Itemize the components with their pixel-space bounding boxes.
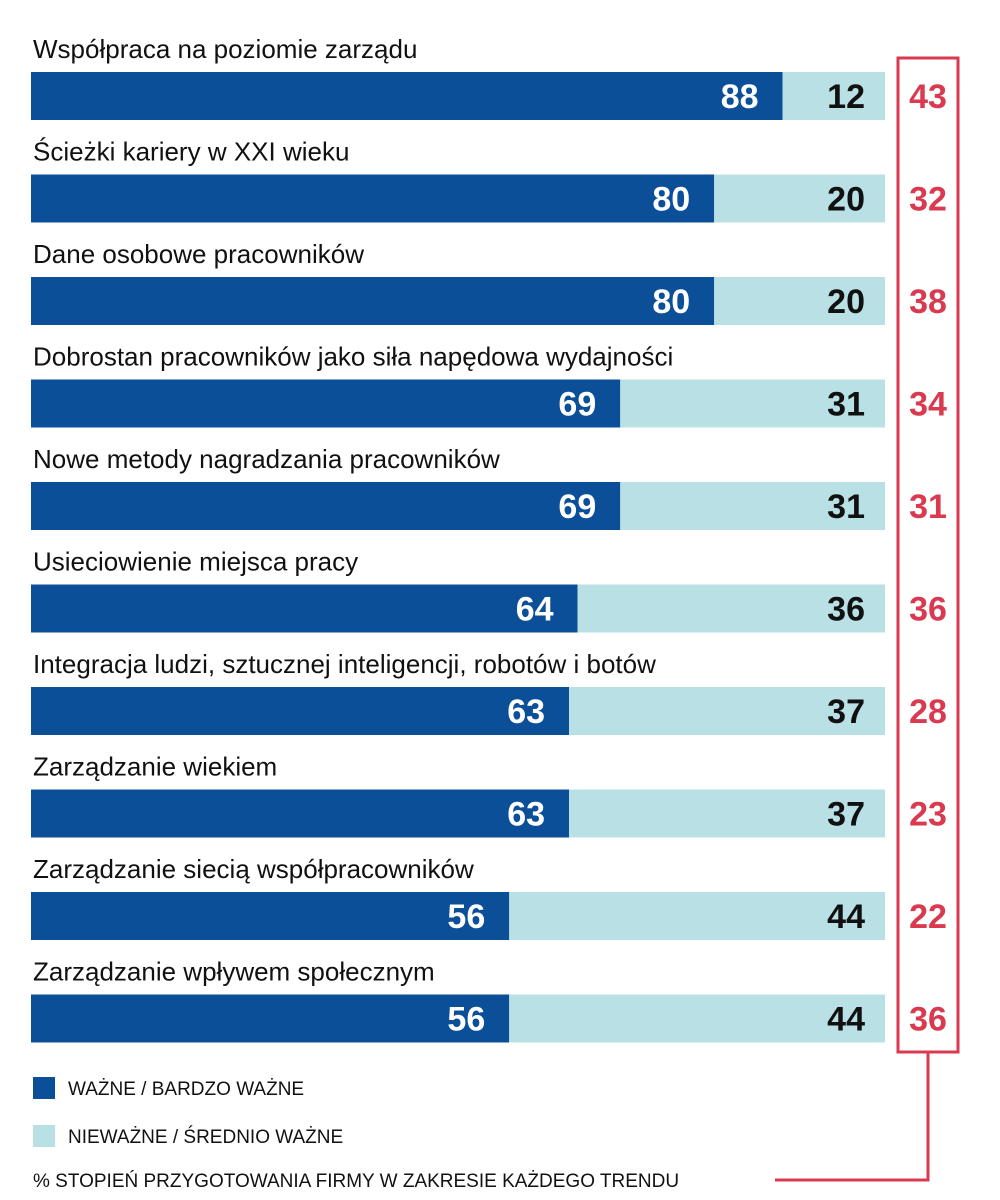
value-label: 56 — [447, 898, 485, 936]
category-label: Zarządzanie siecią współpracowników — [33, 854, 474, 884]
value-label: 80 — [652, 181, 690, 219]
value-label: 37 — [827, 693, 865, 731]
bar-segment — [620, 482, 885, 530]
value-label: 20 — [827, 283, 865, 321]
value-label: 20 — [827, 181, 865, 219]
value-label: 12 — [827, 78, 865, 116]
readiness-value: 22 — [909, 898, 947, 936]
bar-segment — [31, 687, 570, 735]
readiness-value: 28 — [909, 693, 947, 731]
bar-segment — [31, 379, 621, 428]
bar-segment — [31, 584, 578, 633]
category-label: Dobrostan pracowników jako siła napędowa… — [33, 342, 673, 372]
bar-segment — [31, 482, 621, 530]
readiness-connector — [775, 1052, 930, 1182]
bar-segment — [569, 687, 885, 735]
value-label: 63 — [507, 796, 545, 834]
legend-swatch — [33, 1125, 55, 1147]
bar-segment — [714, 277, 885, 325]
value-label: 80 — [652, 283, 690, 321]
category-label: Dane osobowe pracowników — [33, 239, 364, 269]
value-label: 63 — [507, 693, 545, 731]
bar-segment — [31, 174, 715, 223]
bar-segment — [31, 72, 783, 120]
readiness-value: 31 — [909, 488, 947, 526]
bar-segment — [782, 72, 885, 120]
category-label: Nowe metody nagradzania pracowników — [33, 444, 500, 474]
legend-swatch — [33, 1077, 55, 1099]
readiness-value: 38 — [909, 283, 947, 321]
value-label: 88 — [721, 78, 759, 116]
category-label: Integracja ludzi, sztucznej inteligencji… — [33, 649, 656, 679]
bar-segment — [569, 789, 885, 838]
readiness-value: 36 — [909, 591, 947, 629]
legend-label: % STOPIEŃ PRZYGOTOWANIA FIRMY W ZAKRESIE… — [33, 1171, 679, 1192]
bar-segment — [509, 994, 885, 1043]
category-label: Ścieżki kariery w XXI wieku — [33, 137, 349, 167]
category-label: Zarządzanie wiekiem — [33, 752, 277, 782]
bar-segment — [31, 789, 570, 838]
bar-segment — [31, 892, 510, 940]
legend-label: NIEWAŻNE / ŚREDNIO WAŻNE — [68, 1126, 343, 1148]
bar-segment — [31, 994, 510, 1043]
value-label: 44 — [827, 898, 865, 936]
value-label: 69 — [558, 488, 596, 526]
value-label: 69 — [558, 386, 596, 424]
value-label: 44 — [827, 1001, 865, 1039]
readiness-value: 43 — [909, 78, 947, 116]
legend-label: WAŻNE / BARDZO WAŻNE — [68, 1079, 304, 1100]
readiness-value: 34 — [909, 386, 947, 424]
value-label: 56 — [447, 1001, 485, 1039]
readiness-value: 23 — [909, 796, 947, 834]
bar-segment — [31, 277, 715, 325]
readiness-value: 32 — [909, 181, 947, 219]
bar-segment — [509, 892, 885, 940]
bar-segment — [714, 174, 885, 223]
value-label: 36 — [827, 591, 865, 629]
bar-segment — [620, 379, 885, 428]
category-label: Współpraca na poziomie zarządu — [33, 34, 417, 64]
category-label: Usieciowienie miejsca pracy — [33, 547, 358, 577]
category-label: Zarządzanie wpływem społecznym — [33, 957, 435, 987]
bar-segment — [577, 584, 885, 633]
value-label: 31 — [827, 386, 865, 424]
readiness-value: 36 — [909, 1001, 947, 1039]
value-label: 64 — [516, 591, 554, 629]
value-label: 37 — [827, 796, 865, 834]
value-label: 31 — [827, 488, 865, 526]
